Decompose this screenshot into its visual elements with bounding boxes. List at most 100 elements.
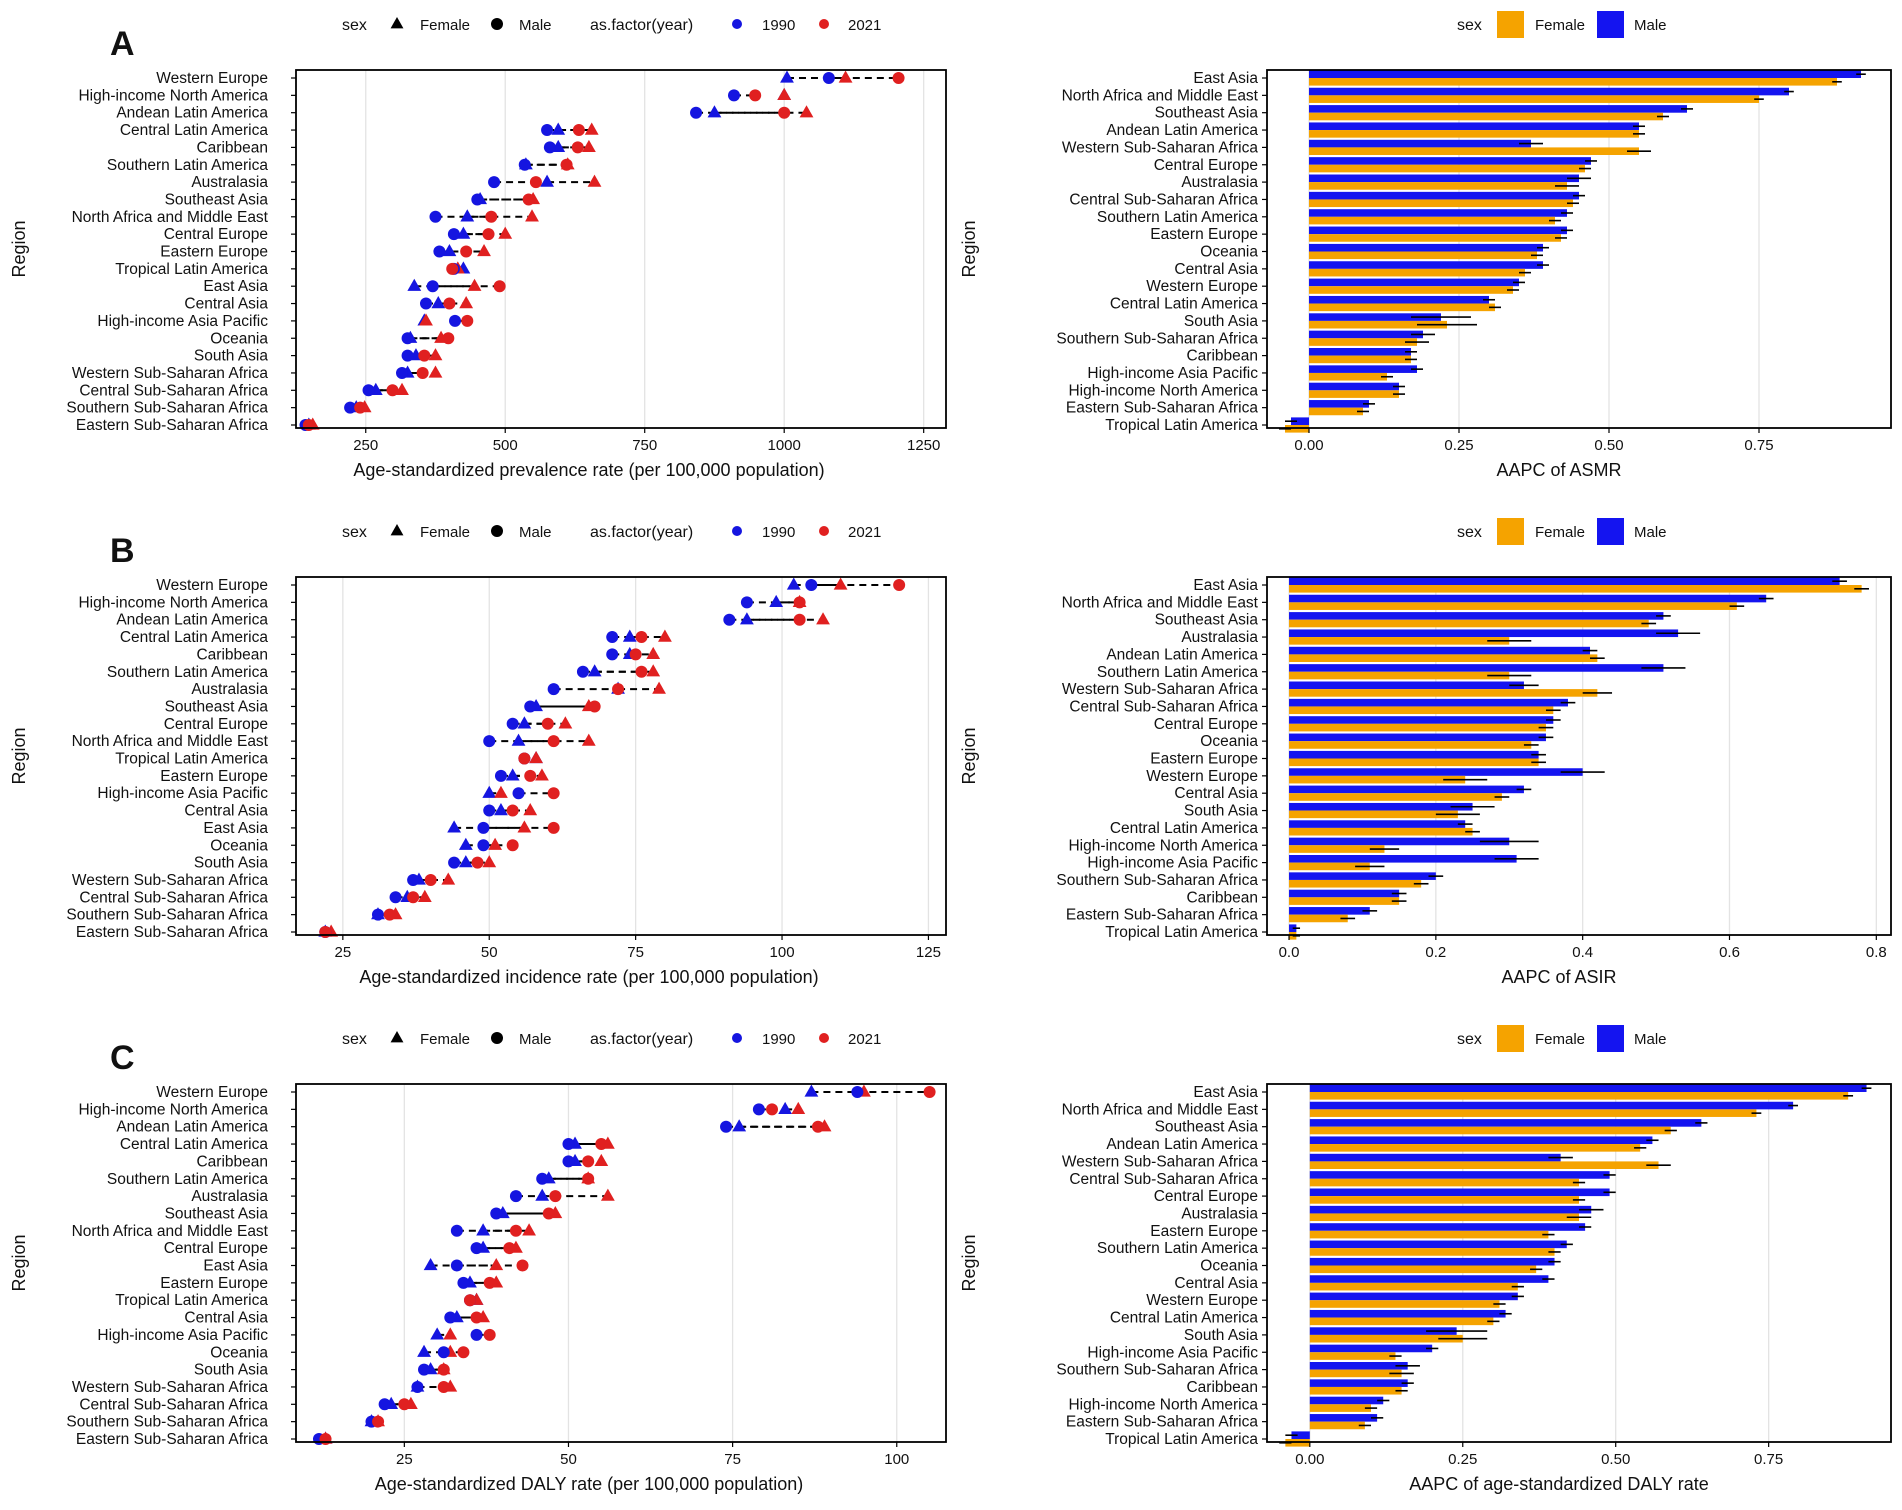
legend-sex-title: sex [342, 524, 367, 541]
legend-sex-title: sex [1457, 524, 1482, 541]
male-1990-point [407, 873, 420, 886]
female-bar [1309, 286, 1513, 294]
female-1990-point [707, 105, 722, 118]
region-label: High-income Asia Pacific [1087, 1344, 1258, 1361]
x-tick-label: 25 [335, 944, 352, 961]
x-axis-title: Age-standardized DALY rate (per 100,000 … [375, 1474, 804, 1494]
male-1990-point [690, 106, 703, 119]
male-bar [1289, 820, 1466, 828]
male-1990-point [805, 579, 818, 591]
female-1990-point [804, 1084, 819, 1097]
legend: sex Female Male as.factor(year) 1990 2021 [342, 524, 881, 541]
female-2021-point [489, 1258, 504, 1271]
region-label: Central Latin America [1110, 1310, 1259, 1327]
legend: sex Female Male [1457, 518, 1667, 545]
legend-female-swatch [1497, 1025, 1524, 1052]
male-bar [1289, 889, 1400, 898]
female-1990-point [505, 768, 520, 781]
female-bar [1309, 1109, 1757, 1117]
female-bar [1309, 1334, 1463, 1343]
male-2021-point [506, 804, 519, 817]
region-label: Caribbean [196, 1153, 268, 1170]
female-bar [1309, 95, 1759, 103]
region-label: Australasia [1181, 1205, 1258, 1222]
male-1990-point [433, 245, 446, 258]
panel-letter: B [110, 532, 135, 570]
x-tick-label: 100 [884, 1451, 909, 1468]
male-1990-point [740, 596, 753, 609]
region-label: Central Europe [1154, 157, 1258, 174]
legend-male-symbol [491, 18, 503, 30]
male-1990-point [444, 1311, 457, 1324]
female-2021-point [477, 244, 491, 257]
plot-frame [1266, 576, 1892, 936]
female-bar [1289, 775, 1466, 784]
legend-year-title: as.factor(year) [590, 1031, 693, 1048]
region-label: Southern Latin America [1097, 1240, 1259, 1257]
male-bar [1289, 594, 1767, 603]
x-tick-label: 125 [916, 944, 941, 961]
male-2021-point [460, 245, 473, 258]
x-tick-label: 0.2 [1425, 944, 1446, 961]
legend-male-label: Male [1634, 17, 1667, 34]
region-label: Eastern Europe [160, 1275, 268, 1292]
female-bar [1309, 1196, 1579, 1204]
female-bar [1309, 355, 1411, 364]
male-1990-point [448, 856, 461, 869]
female-bar [1309, 1386, 1402, 1395]
region-label: High-income North America [1068, 837, 1258, 854]
male-2021-point [482, 228, 495, 241]
male-1990-point [420, 297, 432, 310]
male-2021-point [446, 262, 459, 275]
male-bar [1289, 750, 1539, 759]
female-bar [1309, 1092, 1849, 1100]
region-label: Central Latin America [120, 629, 269, 646]
region-label: Western Europe [156, 577, 268, 594]
female-2021-point [443, 1327, 458, 1340]
female-2021-point [488, 837, 502, 850]
female-2021-point [522, 1223, 536, 1236]
male-2021-point [595, 1138, 608, 1151]
x-tick-label: 0.6 [1719, 944, 1740, 961]
male-bar [1309, 330, 1423, 339]
female-1990-point [769, 594, 784, 607]
female-2021-point [791, 1101, 806, 1114]
female-1990-point [456, 226, 471, 239]
region-label: Central Asia [184, 296, 268, 313]
male-2021-point [524, 769, 537, 782]
region-label: North Africa and Middle East [72, 733, 269, 750]
female-bar [1309, 1317, 1494, 1326]
female-bar [1309, 407, 1363, 416]
male-bar [1289, 837, 1510, 846]
male-2021-point [372, 1415, 385, 1428]
male-bar [1289, 577, 1840, 585]
region-label: Southeast Asia [1155, 1119, 1259, 1136]
male-2021-point [506, 839, 519, 852]
female-bar [1289, 619, 1649, 628]
plot-frame [295, 576, 947, 936]
region-label: Australasia [191, 681, 268, 698]
male-2021-point [793, 596, 806, 609]
female-2021-point [581, 733, 596, 746]
female-bar [1289, 862, 1370, 871]
region-label: Australasia [1181, 174, 1258, 191]
x-tick-label: 0.0 [1279, 944, 1300, 961]
female-2021-point [816, 612, 830, 625]
y-axis-title: Region [9, 727, 29, 784]
male-2021-point [354, 401, 367, 414]
male-2021-point [443, 297, 456, 310]
male-2021-point [529, 176, 542, 189]
region-label: Central Europe [1154, 716, 1258, 733]
female-bar [1309, 1265, 1537, 1274]
plot-frame [1266, 69, 1892, 429]
female-1990-point [476, 1223, 491, 1236]
female-2021-point [584, 122, 599, 135]
male-2021-point [893, 579, 906, 591]
region-label: Tropical Latin America [115, 261, 268, 278]
female-bar [1309, 164, 1585, 173]
region-label: Eastern Sub-Saharan Africa [1066, 1414, 1259, 1431]
legend-2021-symbol [819, 19, 829, 29]
female-bar [1309, 1161, 1659, 1169]
male-2021-point [442, 332, 455, 345]
